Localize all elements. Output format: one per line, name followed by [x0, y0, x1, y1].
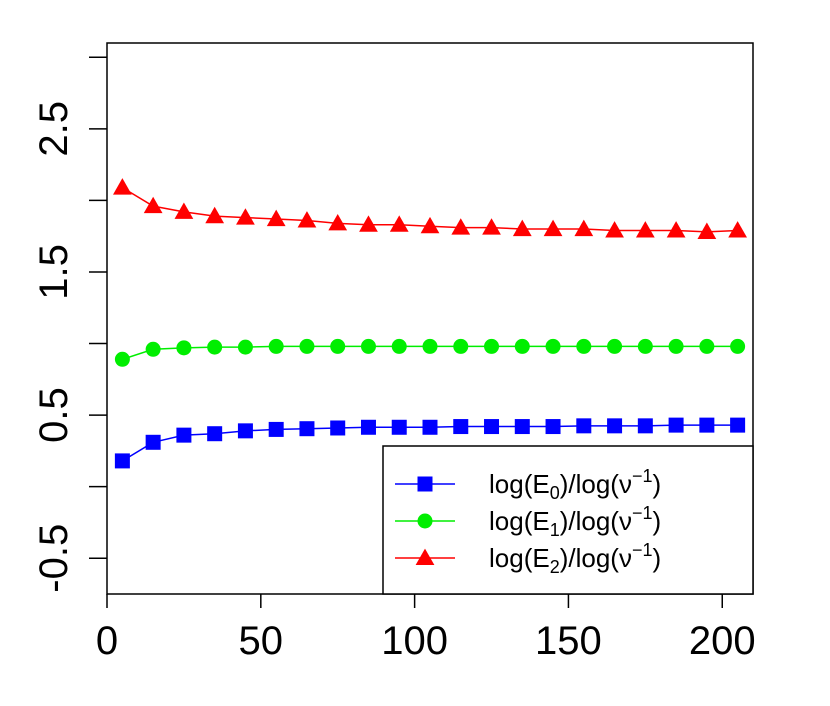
data-point [668, 338, 684, 354]
data-point [730, 417, 746, 433]
legend-marker [415, 548, 435, 566]
data-point [576, 338, 592, 354]
legend-label: log(E0)/log(ν−1) [489, 466, 661, 503]
data-point [145, 341, 161, 357]
data-point [391, 338, 407, 354]
data-point [205, 206, 225, 224]
data-point [114, 453, 130, 469]
data-point [545, 338, 561, 354]
data-point [545, 419, 561, 435]
data-point [176, 340, 192, 356]
data-point [297, 211, 317, 228]
data-point [697, 222, 717, 239]
x-tick-label: 50 [239, 619, 284, 663]
y-tick-label: -0.5 [32, 524, 76, 593]
data-point [543, 219, 563, 237]
series-2 [113, 178, 747, 239]
y-axis: -0.5 0.5 1.5 2.5 [32, 56, 107, 593]
data-point [482, 218, 501, 235]
data-point [514, 338, 530, 354]
data-point [451, 218, 471, 235]
data-point [699, 338, 715, 354]
series-layer [113, 178, 747, 469]
data-point [207, 339, 223, 355]
data-point [453, 419, 469, 435]
data-point [635, 221, 655, 238]
data-point [666, 221, 686, 238]
data-point [420, 216, 440, 234]
data-point [143, 196, 163, 214]
legend-label: log(E2)/log(ν−1) [489, 540, 661, 577]
data-point [576, 418, 592, 434]
data-point [237, 423, 253, 439]
data-point [512, 219, 532, 237]
y-tick-label: 1.5 [32, 244, 76, 300]
legend-item: log(E1)/log(ν−1) [395, 503, 661, 540]
data-point [114, 351, 130, 367]
data-point [330, 420, 346, 436]
legend-box [382, 445, 754, 595]
y-tick-label: 2.5 [32, 101, 76, 157]
x-tick-label: 100 [381, 619, 448, 663]
data-point [484, 419, 500, 435]
x-tick-label: 200 [689, 619, 756, 663]
data-point [359, 215, 378, 232]
data-point [176, 427, 192, 443]
data-point [299, 421, 315, 437]
data-point [514, 419, 530, 435]
data-point [360, 338, 376, 354]
data-point [728, 221, 747, 238]
data-point [207, 426, 223, 442]
data-point [422, 338, 438, 354]
data-point [453, 338, 469, 354]
data-point [266, 209, 286, 227]
data-point [236, 208, 255, 225]
x-tick-label: 0 [96, 619, 118, 663]
data-point [330, 338, 346, 354]
data-point [391, 419, 407, 435]
data-point [360, 419, 376, 435]
legend: log(E0)/log(ν−1)log(E1)/log(ν−1)log(E2)/… [382, 445, 754, 595]
series-1 [114, 338, 746, 367]
data-point [637, 418, 653, 434]
data-point [113, 178, 132, 195]
legend-item: log(E0)/log(ν−1) [395, 466, 661, 503]
data-point [422, 419, 438, 435]
data-point [389, 215, 409, 232]
data-point [268, 338, 284, 354]
data-point [299, 338, 315, 354]
data-point [484, 338, 500, 354]
series-0 [114, 417, 746, 469]
data-point [637, 338, 653, 354]
legend-marker [417, 476, 433, 492]
data-point [699, 417, 715, 433]
data-point [607, 418, 623, 434]
legend-label: log(E1)/log(ν−1) [489, 503, 661, 540]
data-point [328, 213, 348, 231]
data-point [605, 221, 624, 238]
data-point [237, 339, 253, 355]
data-point [174, 202, 194, 219]
y-tick-label: 0.5 [32, 387, 76, 443]
data-point [145, 434, 161, 450]
data-point [574, 219, 594, 237]
data-point [730, 338, 746, 354]
x-axis: 0 50 100 150 200 [96, 594, 756, 663]
data-point [268, 421, 284, 437]
x-tick-label: 150 [535, 619, 602, 663]
data-point [607, 338, 623, 354]
legend-marker [417, 513, 433, 529]
legend-item: log(E2)/log(ν−1) [395, 540, 661, 577]
data-point [668, 417, 684, 433]
